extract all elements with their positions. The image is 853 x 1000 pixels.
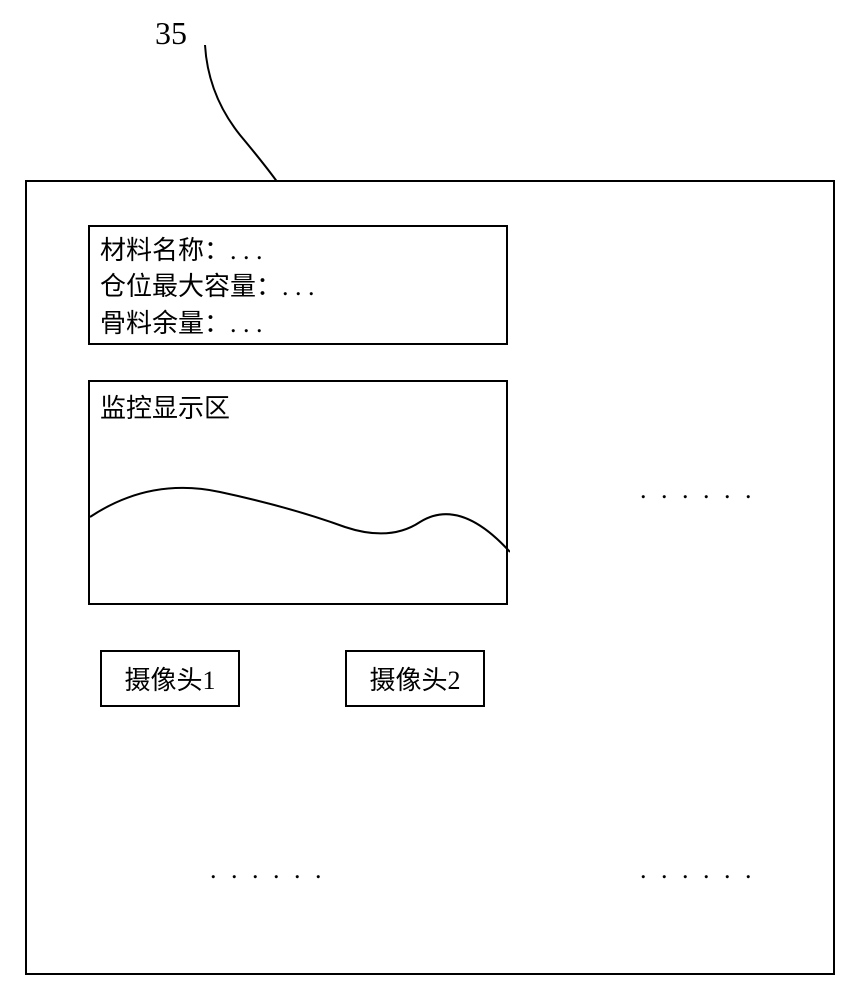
ellipsis-bottom-right: . . . . . . [640,855,756,885]
info-material-name: 材料名称：. . . [100,233,496,269]
ellipsis-bottom-left: . . . . . . [210,855,326,885]
monitor-display-area: 监控显示区 [88,380,508,605]
info-max-capacity: 仓位最大容量：. . . [100,269,496,305]
info-box: 材料名称：. . . 仓位最大容量：. . . 骨料余量：. . . [88,225,508,345]
camera-1-button[interactable]: 摄像头1 [100,650,240,707]
monitor-wave-icon [90,457,510,607]
info-label: 材料名称： [100,236,230,265]
info-value: . . . [230,236,263,265]
ellipsis-right: . . . . . . [640,475,756,505]
camera-2-button[interactable]: 摄像头2 [345,650,485,707]
info-value: . . . [282,272,315,301]
info-value: . . . [230,309,263,338]
callout-label: 35 [155,15,187,52]
monitor-title: 监控显示区 [90,382,506,431]
info-label: 骨料余量： [100,309,230,338]
info-label: 仓位最大容量： [100,272,282,301]
info-aggregate-remaining: 骨料余量：. . . [100,306,496,342]
